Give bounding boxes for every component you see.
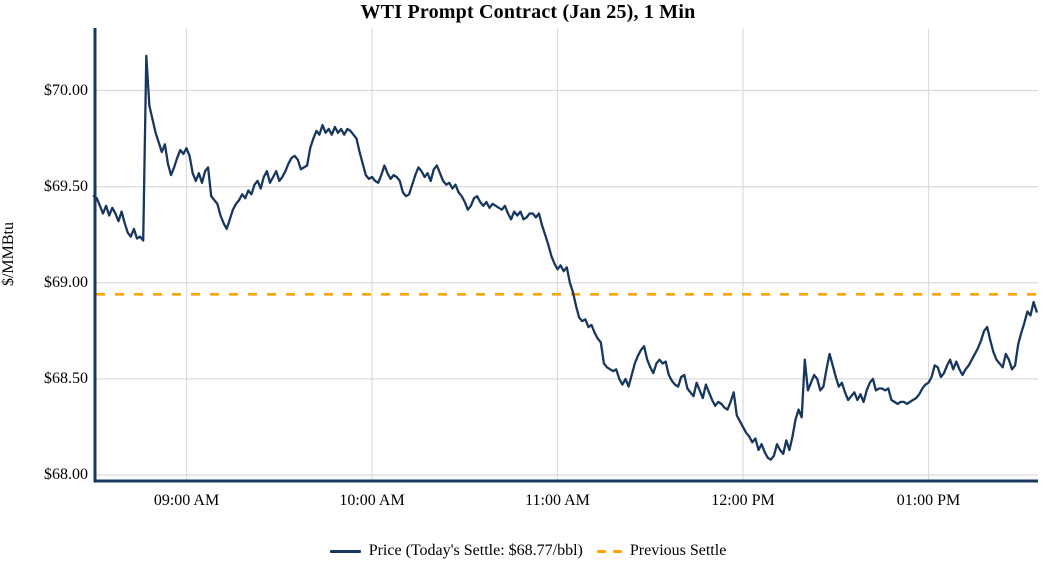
legend-price-label: Price (Today's Settle: $68.77/bbl) [368,542,583,559]
x-tick-label: 01:00 PM [896,492,961,509]
legend-previous-settle-label: Previous Settle [629,542,727,559]
x-tick-label: 12:00 PM [711,492,775,509]
x-tick-label: 09:00 AM [153,492,220,509]
legend-item-price: Price (Today's Settle: $68.77/bbl) [329,542,583,560]
y-tick-label: $68.00 [44,466,88,483]
y-tick-label: $68.50 [44,369,88,387]
y-tick-label: $69.50 [44,177,88,195]
chart-legend: Price (Today's Settle: $68.77/bbl) Previ… [0,538,1056,564]
previous-settle-dash-swatch-icon [596,549,622,553]
legend-item-previous-settle: Previous Settle [596,542,727,560]
y-tick-label: $70.00 [44,81,88,99]
chart-title: WTI Prompt Contract (Jan 25), 1 Min [360,1,696,23]
y-tick-label: $69.00 [44,273,88,291]
price-line-swatch-icon [329,549,361,553]
x-tick-label: 11:00 AM [525,492,590,509]
x-tick-label: 10:00 AM [339,492,405,509]
